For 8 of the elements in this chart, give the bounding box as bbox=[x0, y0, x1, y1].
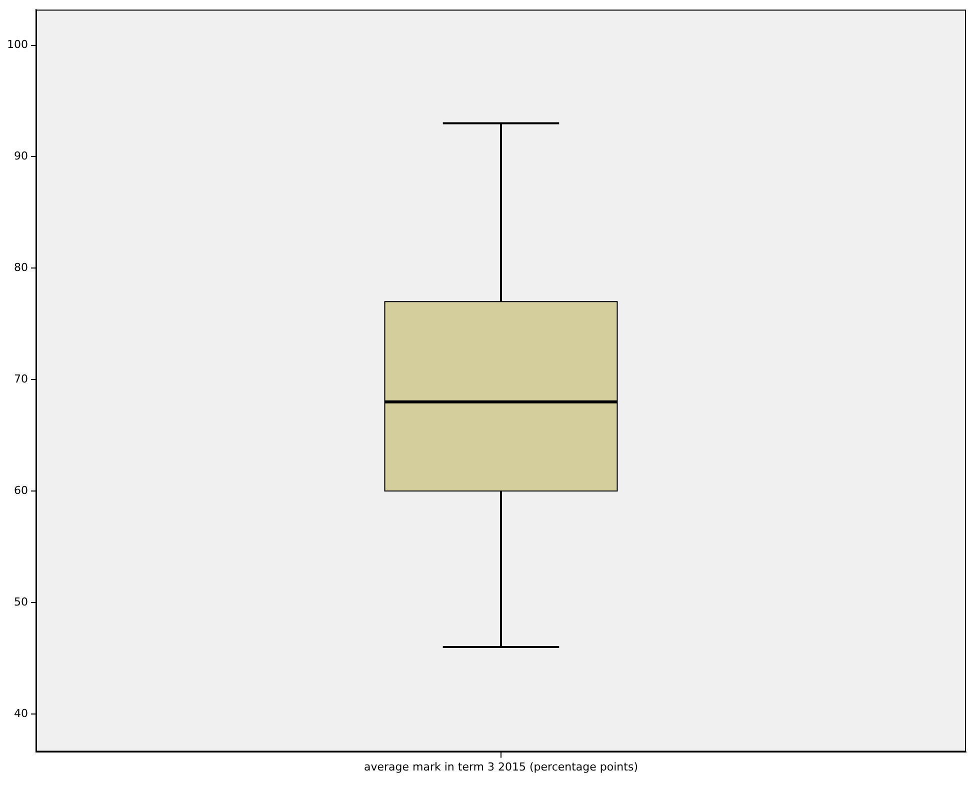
y-tick-label: 100 bbox=[6, 38, 28, 52]
x-tick-label: average mark in term 3 2015 (percentage points) bbox=[364, 760, 638, 774]
y-tick-label: 90 bbox=[14, 150, 28, 163]
y-tick-label: 60 bbox=[14, 484, 28, 497]
y-tick-label: 50 bbox=[14, 595, 28, 608]
y-tick-label: 70 bbox=[14, 372, 28, 386]
y-tick-label: 40 bbox=[14, 706, 28, 720]
y-tick-label: 80 bbox=[14, 261, 28, 274]
